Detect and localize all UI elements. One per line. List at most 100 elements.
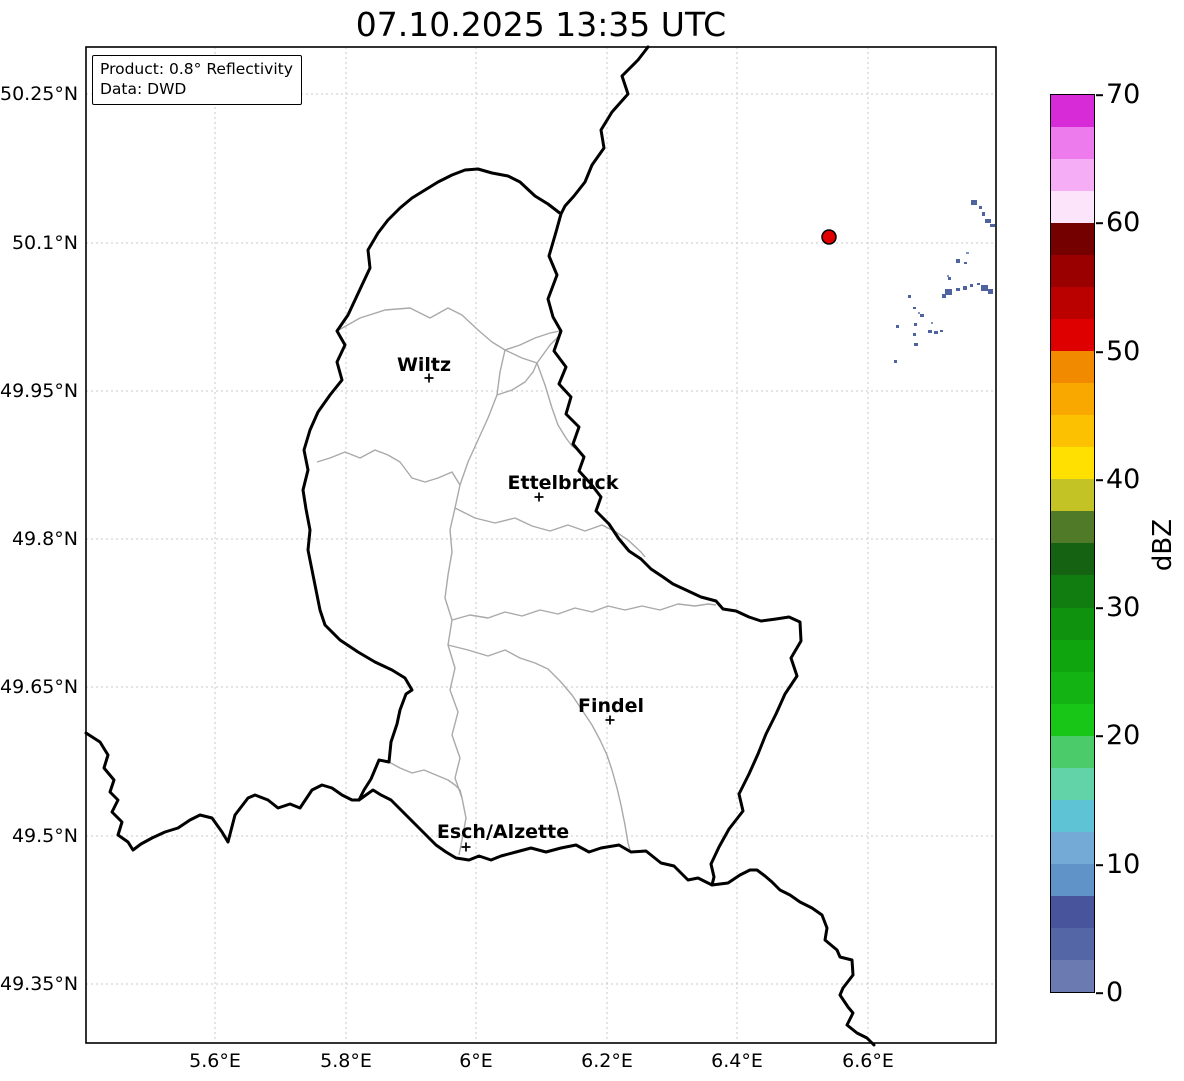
radar-echo-cell	[981, 285, 988, 291]
longitude-tick-label: 6.2°E	[581, 1050, 633, 1072]
colorbar-segment	[1051, 95, 1094, 128]
radar-echo-cell-light	[947, 275, 949, 277]
canton-border	[496, 362, 538, 396]
colorbar-tick-label: 0	[1106, 976, 1124, 1008]
latitude-tick-label: 49.35°N	[0, 973, 79, 995]
radar-echo-cell	[982, 212, 985, 216]
radar-echo-cell	[990, 224, 995, 227]
colorbar-segment	[1051, 895, 1094, 928]
colorbar-segment	[1051, 735, 1094, 768]
colorbar-segment	[1051, 575, 1094, 608]
radar-echo-cell	[920, 314, 924, 317]
colorbar-tick-mark	[1096, 735, 1103, 737]
city-label: Findel	[578, 695, 644, 717]
latitude-tick-label: 49.95°N	[0, 380, 79, 402]
radar-echo-cell	[963, 286, 967, 290]
radar-echo-cell	[945, 289, 952, 295]
radar-echo-cell	[913, 333, 916, 336]
colorbar-tick-mark	[1096, 992, 1103, 994]
colorbar-segment	[1051, 223, 1094, 256]
radar-echo-cell	[977, 283, 980, 285]
latitude-tick-label: 49.65°N	[0, 676, 79, 698]
radar-echo-cell	[896, 325, 899, 328]
data-source-line: Data: DWD	[100, 80, 187, 99]
canton-border	[454, 507, 646, 558]
colorbar-tick-mark	[1096, 94, 1103, 96]
longitude-tick-label: 5.6°E	[189, 1050, 241, 1072]
city-label: Esch/Alzette	[437, 821, 569, 843]
radar-echo-cell	[970, 284, 973, 287]
colorbar-tick-label: 70	[1106, 78, 1141, 110]
colorbar-segment	[1051, 351, 1094, 384]
colorbar-segment	[1051, 927, 1094, 960]
colorbar-segment	[1051, 255, 1094, 288]
latitude-tick-label: 50.25°N	[0, 83, 79, 105]
colorbar-tick-mark	[1096, 222, 1103, 224]
colorbar-segment	[1051, 959, 1094, 992]
national-border	[559, 45, 650, 216]
radar-echo-cell	[956, 288, 960, 291]
colorbar-segment	[1051, 479, 1094, 512]
city-marker	[424, 373, 434, 383]
colorbar-tick-mark	[1096, 479, 1103, 481]
colorbar-segment	[1051, 799, 1094, 832]
colorbar-segment	[1051, 607, 1094, 640]
colorbar-tick-label: 60	[1106, 206, 1141, 238]
colorbar-tick-mark	[1096, 351, 1103, 353]
reflectivity-colorbar	[1050, 94, 1095, 993]
canton-border	[444, 349, 506, 856]
colorbar-segment	[1051, 447, 1094, 480]
longitude-tick-label: 5.8°E	[320, 1050, 372, 1072]
colorbar-segment	[1051, 191, 1094, 224]
radar-echo-cell	[971, 200, 977, 205]
colorbar-tick-mark	[1096, 607, 1103, 609]
national-border	[84, 731, 361, 852]
colorbar-segment	[1051, 415, 1094, 448]
radar-echo-cell	[942, 294, 946, 298]
city-marker	[534, 492, 544, 502]
longitude-tick-label: 6°E	[459, 1050, 493, 1072]
colorbar-segment	[1051, 703, 1094, 736]
colorbar-segment	[1051, 127, 1094, 160]
colorbar-segment	[1051, 831, 1094, 864]
radar-echo-cell	[894, 360, 897, 363]
national-border	[710, 868, 876, 1047]
colorbar-segment	[1051, 159, 1094, 192]
colorbar-segment	[1051, 863, 1094, 896]
canton-border	[336, 307, 561, 351]
radar-echo-cell	[934, 331, 938, 334]
colorbar-segment	[1051, 639, 1094, 672]
canton-border	[536, 362, 579, 451]
colorbar-tick-label: 10	[1106, 848, 1141, 880]
canton-border	[388, 761, 463, 799]
plot-frame	[85, 46, 997, 1044]
latitude-tick-label: 49.5°N	[11, 825, 78, 847]
radar-echo-cell-light	[918, 312, 920, 314]
city-marker	[605, 715, 615, 725]
city-label: Wiltz	[397, 354, 451, 376]
longitude-tick-label: 6.6°E	[842, 1050, 894, 1072]
radar-echo-cell	[940, 330, 943, 332]
product-info-box: Product: 0.8° Reflectivity Data: DWD	[92, 55, 302, 105]
radar-echo-cell-light	[966, 252, 969, 254]
radar-echo-cell	[979, 206, 982, 209]
radar-echo-cell	[914, 343, 918, 346]
colorbar-tick-label: 20	[1106, 719, 1141, 751]
radar-echo-cell	[948, 277, 951, 280]
radar-echo-cell	[928, 330, 932, 333]
longitude-tick-label: 6.4°E	[711, 1050, 763, 1072]
radar-echo-cell	[956, 259, 960, 263]
radar-echo-cell	[914, 323, 917, 326]
colorbar-tick-mark	[1096, 864, 1103, 866]
city-marker	[461, 842, 471, 852]
radar-echo-cell	[988, 289, 993, 294]
canton-border	[316, 449, 461, 486]
colorbar-segment	[1051, 543, 1094, 576]
colorbar-tick-label: 50	[1106, 335, 1141, 367]
radar-echo-cell	[964, 262, 967, 264]
national-border	[301, 167, 803, 887]
radar-site-marker	[821, 229, 837, 245]
colorbar-segment	[1051, 511, 1094, 544]
